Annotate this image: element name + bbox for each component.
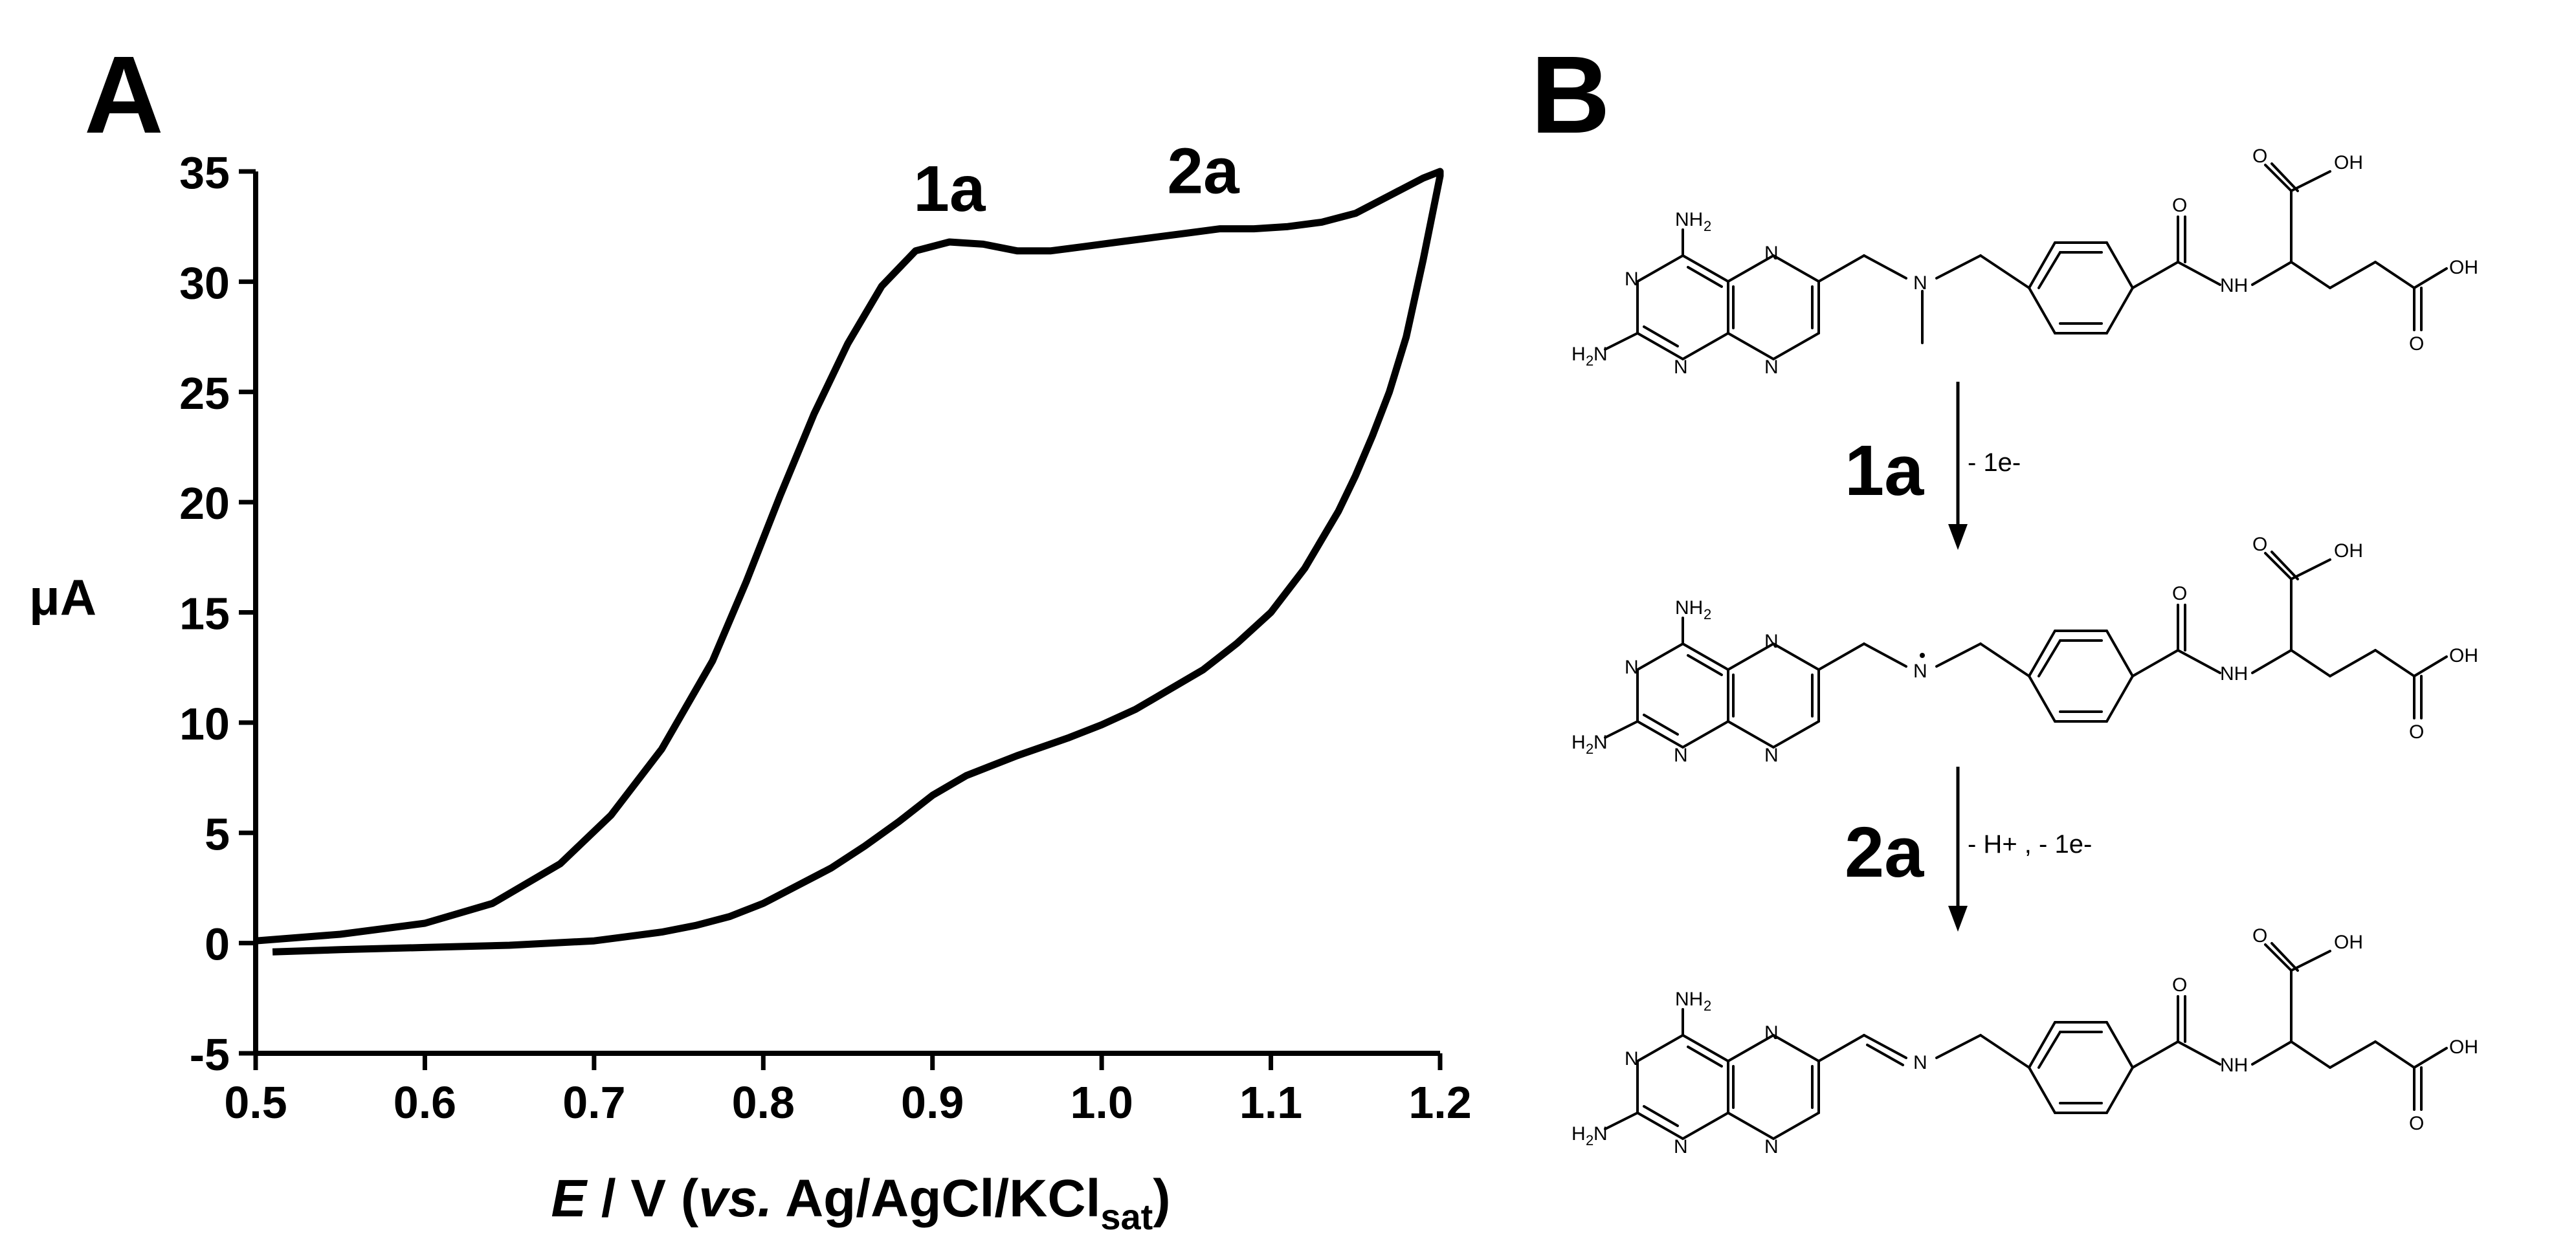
x-tick-label: 0.9: [901, 1077, 964, 1128]
step-1a-label: 1a: [1845, 431, 1924, 510]
y-tick-label: -5: [190, 1029, 230, 1080]
voltammogram-plot: -5 0 5 10 15 20 25 30 35 0.5 0.6 0.7 0.8 0.9 1.0 1.1 1.…: [179, 135, 1472, 1128]
x-ticks: 0.5 0.6 0.7 0.8 0.9 1.0 1.1 1.2: [224, 1053, 1472, 1128]
cv-curve: [255, 168, 1444, 956]
x-tick-label: 0.8: [732, 1077, 795, 1128]
y-tick-label: 35: [179, 148, 230, 198]
x-tick-label: 0.5: [224, 1077, 287, 1128]
y-ticks: -5 0 5 10 15 20 25 30 35: [179, 148, 256, 1080]
panel-label-b: B: [1531, 34, 1610, 157]
x-label-v: / V (: [586, 1169, 699, 1228]
y-tick-label: 25: [179, 368, 230, 419]
molecule-imine-product: N: [1571, 925, 2478, 1157]
arrow-step-1a: [1948, 382, 1968, 550]
molecule-intermediate: N: [1571, 534, 2478, 766]
x-tick-label: 0.6: [394, 1077, 456, 1128]
y-tick-label: 20: [179, 478, 230, 529]
arrow-step-2a: [1948, 767, 1968, 932]
y-tick-label: 5: [205, 809, 230, 859]
step-2a-note: - H+ , - 1e-: [1968, 830, 2092, 859]
peak-label-2a: 2a: [1167, 135, 1240, 208]
molecule-methotrexate: N: [1571, 146, 2478, 378]
y-tick-label: 30: [179, 258, 230, 308]
x-label-e: E: [551, 1169, 588, 1228]
y-tick-label: 10: [179, 699, 230, 749]
x-label-end: ): [1153, 1169, 1170, 1228]
svg-text:N: N: [1913, 272, 1927, 294]
x-tick-label: 0.7: [562, 1077, 625, 1128]
panel-label-a: A: [84, 34, 164, 157]
step-2a-label: 2a: [1845, 813, 1924, 892]
y-tick-label: 15: [179, 589, 230, 639]
peak-label-1a: 1a: [913, 153, 986, 225]
peak-annotations: 1a 2a: [913, 135, 1240, 225]
y-tick-label: 0: [205, 919, 230, 970]
svg-text:N: N: [1913, 661, 1927, 682]
x-label-vs: vs.: [698, 1169, 772, 1228]
svg-text:N: N: [1913, 1052, 1927, 1073]
step-1a-note: - 1e-: [1968, 448, 2021, 477]
x-axis-label: E / V (vs. Ag/AgCl/KClsat): [551, 1169, 1170, 1237]
x-label-ref: Ag/AgCl/KCl: [772, 1169, 1100, 1228]
x-tick-label: 1.1: [1239, 1077, 1302, 1128]
y-axis-label: μA: [29, 569, 96, 626]
x-tick-label: 1.2: [1408, 1077, 1471, 1128]
x-tick-label: 1.0: [1070, 1077, 1133, 1128]
x-label-sub: sat: [1100, 1196, 1153, 1237]
